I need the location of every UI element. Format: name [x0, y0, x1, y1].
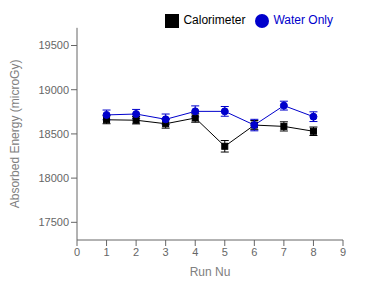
svg-text:6: 6: [251, 246, 257, 258]
svg-text:9: 9: [340, 246, 346, 258]
svg-text:17500: 17500: [38, 216, 69, 228]
svg-text:2: 2: [133, 246, 139, 258]
svg-text:7: 7: [281, 246, 287, 258]
svg-text:5: 5: [222, 246, 228, 258]
svg-text:4: 4: [192, 246, 198, 258]
svg-text:3: 3: [163, 246, 169, 258]
svg-text:Run Nu: Run Nu: [190, 265, 231, 279]
svg-text:8: 8: [310, 246, 316, 258]
svg-text:1: 1: [103, 246, 109, 258]
html-text:Water Only: Water Only: [273, 13, 333, 27]
svg-text:18500: 18500: [38, 128, 69, 140]
svg-text:0: 0: [74, 246, 80, 258]
svg-text:19500: 19500: [38, 39, 69, 51]
svg-text:18000: 18000: [38, 172, 69, 184]
svg-text:19000: 19000: [38, 84, 69, 96]
svg-text:Absorbed Energy (microGy): Absorbed Energy (microGy): [8, 60, 22, 209]
html-text:Calorimeter: Calorimeter: [183, 13, 246, 27]
